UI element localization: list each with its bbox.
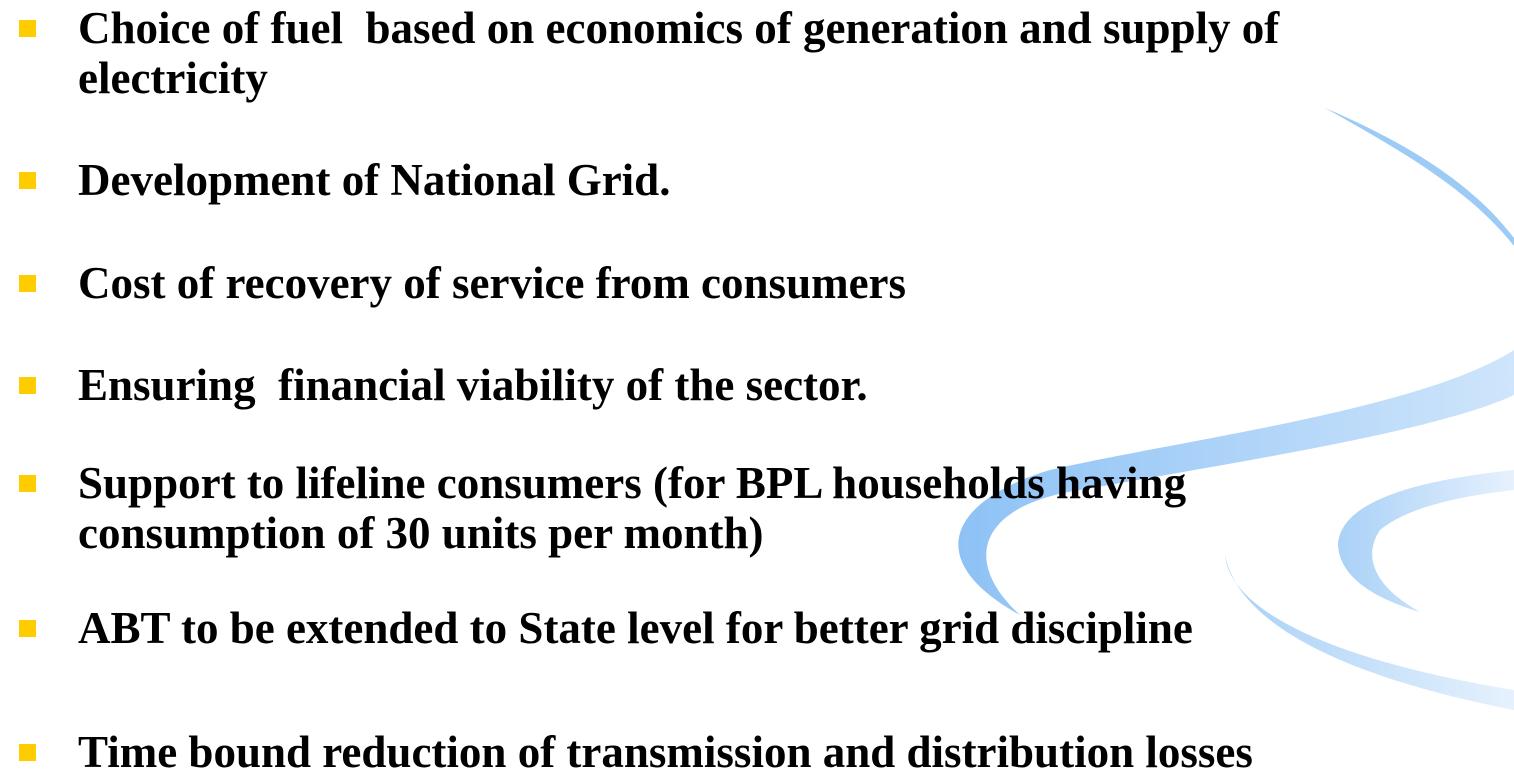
bullet-text: electricity <box>78 53 268 103</box>
bullet-text: ABT to be extended to State level for be… <box>78 603 1193 653</box>
bullet-text: Time bound reduction of transmission and… <box>78 727 1253 777</box>
bullet-marker <box>19 275 36 292</box>
swoosh <box>1338 470 1514 612</box>
bullet-text: Support to lifeline consumers (for BPL h… <box>78 458 1186 508</box>
swoosh <box>1325 108 1514 246</box>
bullet-text: Cost of recovery of service from consume… <box>78 258 906 308</box>
bullet-marker <box>19 20 36 37</box>
bullet-text: Choice of fuel based on economics of gen… <box>78 3 1279 53</box>
bullet-marker <box>19 475 36 492</box>
bullet-marker <box>19 744 36 761</box>
bullet-marker <box>19 620 36 637</box>
bullet-marker <box>19 377 36 394</box>
slide: Choice of fuel based on economics of gen… <box>0 0 1514 775</box>
bullet-text: Development of National Grid. <box>78 155 670 205</box>
bullet-text: consumption of 30 units per month) <box>78 508 764 558</box>
bullet-text: Ensuring financial viability of the sect… <box>78 360 868 410</box>
bullet-marker <box>19 172 36 189</box>
